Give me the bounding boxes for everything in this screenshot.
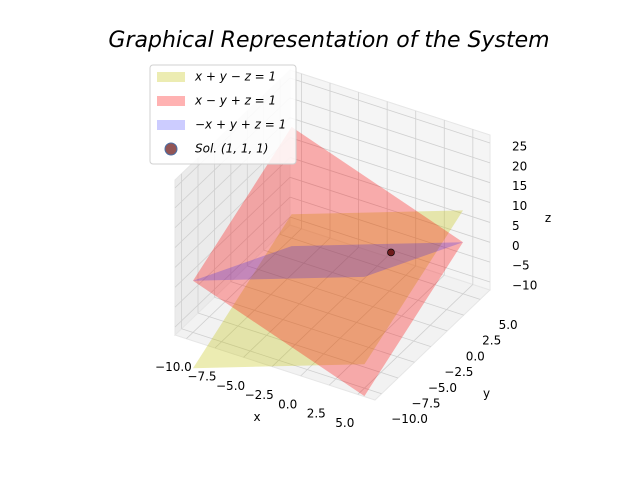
y-tick-label: −5.0: [428, 381, 457, 395]
plot-3d: −10.0−7.5−5.0−2.50.02.55.0 −10.0−7.5−5.0−…: [155, 68, 551, 430]
z-tick-label: 5: [512, 219, 520, 233]
grid-line: [186, 228, 302, 340]
z-tick-label: 20: [512, 159, 527, 173]
plane: [193, 126, 463, 397]
y-tick-label: −10.0: [391, 412, 428, 426]
y-tick-label: −2.5: [444, 365, 473, 379]
grid-line: [247, 265, 448, 332]
grid-line: [280, 234, 481, 300]
x-tick-label: −5.0: [216, 379, 245, 393]
z-tick-label: 25: [512, 139, 527, 153]
y-tick-label: 2.5: [482, 334, 501, 348]
x-tick-label: 0.0: [278, 397, 297, 411]
legend-label: −x + y + z = 1: [195, 118, 286, 132]
grid-line: [230, 281, 431, 347]
grid-line: [174, 216, 291, 328]
plane: [193, 242, 463, 281]
grid-line: [243, 246, 359, 358]
x-tick-label: −7.5: [187, 370, 216, 384]
grid-line: [174, 196, 291, 308]
z-tick-label: 10: [512, 199, 527, 213]
grid-line: [289, 196, 491, 263]
z-tick-label: −5: [512, 259, 530, 273]
x-tick-label: 2.5: [307, 407, 326, 421]
chart-title: Graphical Representation of the System: [108, 28, 549, 53]
grid-line: [174, 177, 291, 288]
grid-line: [174, 157, 291, 268]
grid-line: [214, 237, 331, 349]
plane: [193, 210, 463, 369]
grid-line: [271, 256, 388, 367]
legend-swatch: [157, 96, 185, 106]
grid-line: [197, 312, 399, 379]
legend-marker: [164, 142, 178, 156]
grid-line: [289, 77, 491, 144]
grid-line: [329, 274, 445, 386]
y-tick-label: 5.0: [499, 318, 518, 332]
grid-line: [357, 284, 474, 395]
x-tick-label: −10.0: [155, 360, 192, 374]
z-tick-label: 0: [512, 239, 520, 253]
y-tick-label: 0.0: [466, 349, 485, 363]
grid-line: [289, 157, 491, 223]
legend-label: x + y − z = 1: [194, 70, 276, 84]
legend-label: x − y + z = 1: [194, 94, 276, 108]
grid-line: [214, 296, 415, 363]
z-tick-label: −10: [512, 279, 537, 293]
x-axis-label: x: [253, 410, 260, 424]
y-tick-label: −7.5: [411, 397, 440, 411]
solution-point: [387, 248, 395, 257]
legend-swatch: [157, 120, 185, 130]
grid-line: [263, 249, 464, 316]
grid-line: [289, 117, 491, 184]
y-axis-label: y: [483, 387, 490, 401]
grid-line: [289, 176, 491, 243]
z-axis-label: z: [545, 211, 551, 225]
grid-line: [300, 265, 416, 377]
legend-swatch: [157, 72, 185, 82]
grid-line: [181, 328, 382, 395]
legend: x + y − z = 1 x − y + z = 1 −x + y + z = 1…: [149, 64, 297, 165]
x-tick-label: 5.0: [335, 416, 354, 430]
grid-line: [289, 137, 491, 203]
grid-line: [289, 97, 491, 164]
legend-label: Sol. (1, 1, 1): [195, 142, 268, 156]
z-tick-label: 15: [512, 179, 527, 193]
x-tick-label: −2.5: [245, 388, 274, 402]
legend-box: [149, 64, 297, 165]
